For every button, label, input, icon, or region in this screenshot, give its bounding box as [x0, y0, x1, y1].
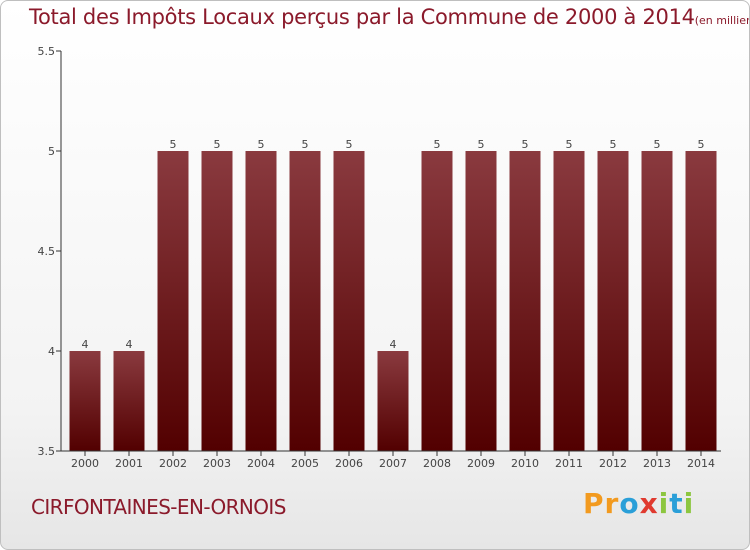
x-tick-label: 2013 — [643, 457, 671, 470]
bar-value-label: 5 — [346, 138, 353, 151]
x-tick-label: 2000 — [71, 457, 99, 470]
chart-title: Total des Impôts Locaux perçus par la Co… — [29, 5, 749, 29]
x-tick-label: 2014 — [687, 457, 715, 470]
bar-2011 — [553, 151, 585, 451]
logo-letter: x — [639, 487, 659, 520]
x-tick-label: 2011 — [555, 457, 583, 470]
bar-value-label: 5 — [258, 138, 265, 151]
bar-value-label: 4 — [82, 338, 89, 351]
logo-letter: o — [619, 487, 640, 520]
y-tick-label: 5.5 — [38, 45, 56, 58]
bar-2004 — [245, 151, 277, 451]
y-tick-label: 3.5 — [38, 445, 56, 458]
x-tick-label: 2006 — [335, 457, 363, 470]
x-tick-label: 2010 — [511, 457, 539, 470]
chart-title-text: Total des Impôts Locaux perçus par la Co… — [29, 5, 695, 29]
bar-value-label: 5 — [302, 138, 309, 151]
x-tick-label: 2003 — [203, 457, 231, 470]
bar-value-label: 5 — [478, 138, 485, 151]
bar-value-label: 5 — [698, 138, 705, 151]
bar-value-label: 5 — [170, 138, 177, 151]
logo-letter: r — [604, 487, 620, 520]
bar-2001 — [113, 351, 145, 451]
bar-2010 — [509, 151, 541, 451]
y-tick-label: 4 — [48, 345, 55, 358]
proxiti-logo: Proxiti — [583, 487, 694, 520]
chart-unit: (en milliers d'€) — [694, 14, 749, 27]
x-tick-label: 2009 — [467, 457, 495, 470]
bar-value-label: 5 — [522, 138, 529, 151]
x-tick-label: 2012 — [599, 457, 627, 470]
bar-value-label: 4 — [390, 338, 397, 351]
logo-letter: P — [583, 487, 605, 520]
bars-group: 4 4 5 5 5 5 5 4 5 5 5 5 5 5 5 — [69, 138, 717, 451]
bar-2002 — [157, 151, 189, 451]
logo-letter: t — [669, 487, 684, 520]
bar-2006 — [333, 151, 365, 451]
y-axis: 3.5 4 4.5 5 5.5 — [38, 45, 62, 458]
bar-2008 — [421, 151, 453, 451]
bar-value-label: 5 — [610, 138, 617, 151]
x-tick-label: 2001 — [115, 457, 143, 470]
x-axis: 2000 2001 2002 2003 2004 2005 2006 2007 2008 2009… — [61, 450, 721, 470]
x-tick-label: 2005 — [291, 457, 319, 470]
bar-2007 — [377, 351, 409, 451]
bar-2013 — [641, 151, 673, 451]
bar-value-label: 5 — [566, 138, 573, 151]
bar-2005 — [289, 151, 321, 451]
commune-name: CIRFONTAINES-EN-ORNOIS — [31, 495, 286, 519]
x-tick-label: 2007 — [379, 457, 407, 470]
bar-2003 — [201, 151, 233, 451]
bar-value-label: 5 — [654, 138, 661, 151]
bar-2014 — [685, 151, 717, 451]
x-tick-label: 2002 — [159, 457, 187, 470]
bar-value-label: 5 — [214, 138, 221, 151]
bar-value-label: 5 — [434, 138, 441, 151]
x-tick-label: 2004 — [247, 457, 275, 470]
bar-value-label: 4 — [126, 338, 133, 351]
bar-2000 — [69, 351, 101, 451]
bar-2012 — [597, 151, 629, 451]
bar-2009 — [465, 151, 497, 451]
logo-letter: i — [658, 487, 670, 520]
y-tick-label: 5 — [48, 145, 55, 158]
logo-letter: i — [683, 487, 695, 520]
y-tick-label: 4.5 — [38, 245, 56, 258]
x-tick-label: 2008 — [423, 457, 451, 470]
